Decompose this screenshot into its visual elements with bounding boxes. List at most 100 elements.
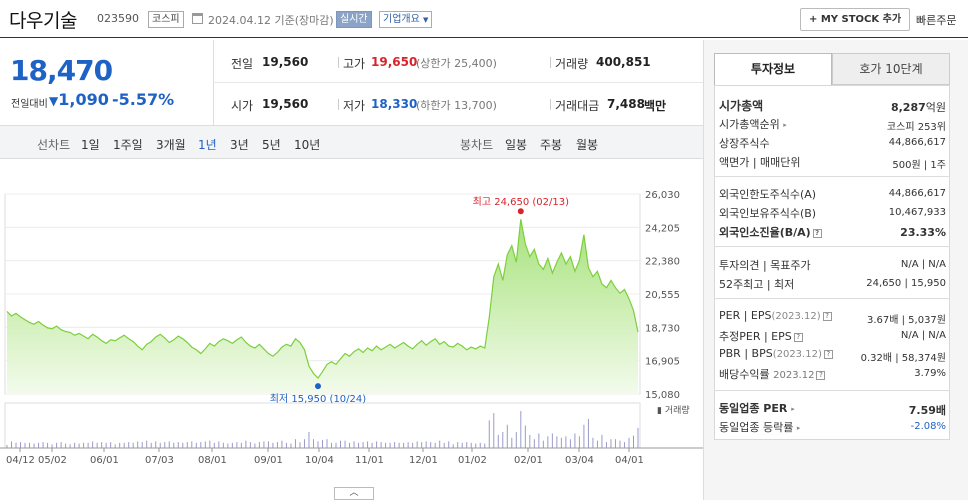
divider — [714, 390, 950, 391]
min-price-marker — [314, 383, 321, 390]
candle-weekly[interactable]: 주봉 — [540, 138, 563, 152]
pbr-value: 0.32배 | 58,374원 — [860, 353, 946, 364]
stock-header — [0, 0, 968, 38]
foreign-hold-value: 10,467,933 — [888, 207, 946, 218]
per-tag: (2023.12) — [771, 311, 821, 322]
price-line — [6, 219, 639, 380]
live-badge[interactable]: 실시간 — [336, 11, 372, 28]
market-cap-number: 8,287 — [890, 101, 926, 114]
dividend-tag: 2023.12 — [773, 370, 815, 381]
prev-close-value: 19,560 — [262, 55, 309, 69]
current-price: 18,470 — [10, 54, 113, 87]
par-value-label: 액면가 | 매매단위 — [719, 156, 801, 169]
upper-limit: (상한가 25,400) — [416, 57, 497, 70]
y-tick-label: 20,555 — [645, 290, 680, 301]
listed-shares-value: 44,866,617 — [888, 137, 946, 148]
quick-order-button[interactable]: 빠른주문 — [916, 14, 957, 27]
max-price-label: 최고 24,650 (02/13) — [473, 196, 569, 208]
volume-label: 거래량 — [555, 57, 589, 71]
divider — [338, 99, 339, 110]
y-tick-label: 18,730 — [645, 323, 680, 334]
help-icon[interactable]: ? — [822, 311, 832, 321]
open-value: 19,560 — [262, 97, 309, 111]
foreign-limit-label: 외국인한도주식수(A) — [719, 188, 817, 201]
company-overview-dropdown[interactable]: 기업개요 ▼ — [379, 11, 433, 28]
period-10y[interactable]: 10년 — [294, 138, 321, 152]
market-cap-label: 시가총액 — [719, 99, 764, 113]
pbr-text: PBR | BPS — [719, 347, 773, 360]
divider — [550, 99, 551, 110]
price-chart[interactable]: ▮ 거래량 26,030 24,205 22,380 20,555 18,730 16,9… — [0, 160, 703, 487]
prev-close-label: 전일 — [231, 57, 254, 71]
help-icon[interactable]: ? — [816, 370, 826, 380]
foreign-ratio-text: 외국인소진율(B/A) — [719, 226, 811, 239]
help-icon[interactable]: ? — [793, 332, 803, 342]
foreign-hold-label: 외국인보유주식수(B) — [719, 207, 817, 220]
help-icon[interactable]: ? — [823, 349, 833, 359]
x-tick-label: 10/04 — [305, 455, 334, 466]
high-value: 19,650 — [371, 55, 418, 69]
add-my-stock-button[interactable]: + MY STOCK 추가 — [800, 8, 911, 31]
chevron-right-icon: ▸ — [791, 405, 795, 413]
candle-daily[interactable]: 일봉 — [505, 138, 528, 152]
turnover-value: 7,488 — [607, 97, 645, 111]
tab-order-book[interactable]: 호가 10단계 — [832, 53, 950, 85]
opinion-value: N/A | N/A — [900, 259, 946, 270]
par-value-value: 500원 | 1주 — [892, 160, 946, 171]
market-cap-rank-label[interactable]: 시가총액순위 ▸ — [719, 116, 787, 132]
volume-value: 400,851 — [596, 55, 651, 69]
high-label: 고가 — [343, 57, 366, 71]
market-badge: 코스피 — [148, 11, 184, 28]
per-value: 3.67배 | 5,037원 — [866, 315, 946, 326]
est-per-value: N/A | N/A — [900, 330, 946, 341]
dividend-value: 3.79% — [914, 368, 946, 379]
period-5y[interactable]: 5년 — [262, 138, 281, 152]
dividend-label: 배당수익률 2023.12? — [719, 366, 826, 382]
down-triangle-icon: ▼ — [49, 94, 59, 108]
est-per-label: 추정PER | EPS? — [719, 328, 803, 344]
x-tick-label: 03/04 — [565, 455, 594, 466]
market-cap-rank-text: 시가총액순위 — [719, 118, 780, 131]
period-3y[interactable]: 3년 — [230, 138, 249, 152]
period-1y[interactable]: 1년 — [198, 138, 217, 152]
market-cap-rank-value: 코스피 253위 — [886, 122, 946, 133]
chart-period-bar — [0, 125, 703, 159]
divider — [714, 246, 950, 247]
period-1w[interactable]: 1주일 — [113, 138, 143, 152]
change-amount: 1,090 — [58, 90, 109, 109]
per-label: PER | EPS(2023.12)? — [719, 309, 832, 322]
x-tick-label: 04/01 — [615, 455, 644, 466]
period-1d[interactable]: 1일 — [81, 138, 100, 152]
y-tick-label: 16,905 — [645, 357, 680, 368]
collapse-chart-button[interactable]: ︿ — [334, 487, 374, 500]
help-icon[interactable]: ? — [812, 228, 822, 238]
turnover-unit: 백만 — [644, 99, 667, 113]
y-tick-label: 24,205 — [645, 223, 680, 234]
52w-value: 24,650 | 15,950 — [866, 278, 946, 289]
dividend-text: 배당수익률 — [719, 368, 770, 381]
industry-per-text: 동일업종 PER — [719, 402, 788, 415]
industry-change-label[interactable]: 동일업종 등락률 ▸ — [719, 419, 800, 435]
low-value: 18,330 — [371, 97, 418, 111]
x-tick-label: 09/01 — [254, 455, 283, 466]
turnover-label: 거래대금 — [555, 99, 600, 113]
open-label: 시가 — [231, 99, 254, 113]
industry-per-label[interactable]: 동일업종 PER ▸ — [719, 400, 795, 416]
candle-monthly[interactable]: 월봉 — [576, 138, 599, 152]
pbr-label: PBR | BPS(2023.12)? — [719, 347, 833, 360]
industry-change-text: 동일업종 등락률 — [719, 421, 794, 434]
y-tick-label: 22,380 — [645, 257, 680, 268]
chevron-up-icon: ︿ — [349, 488, 359, 498]
x-tick-label: 06/01 — [90, 455, 119, 466]
divider — [714, 176, 950, 177]
candle-chart-label: 봉차트 — [460, 138, 494, 152]
period-3m[interactable]: 3개월 — [156, 138, 186, 152]
industry-per-value: 7.59배 — [908, 404, 946, 417]
foreign-limit-value: 44,866,617 — [888, 188, 946, 199]
tab-investment-info[interactable]: 투자정보 — [714, 53, 832, 85]
low-label: 저가 — [343, 99, 366, 113]
change-percent: -5.57% — [112, 90, 175, 109]
listed-shares-label: 상장주식수 — [719, 137, 770, 150]
divider — [213, 82, 703, 83]
y-tick-label: 15,080 — [645, 390, 680, 401]
